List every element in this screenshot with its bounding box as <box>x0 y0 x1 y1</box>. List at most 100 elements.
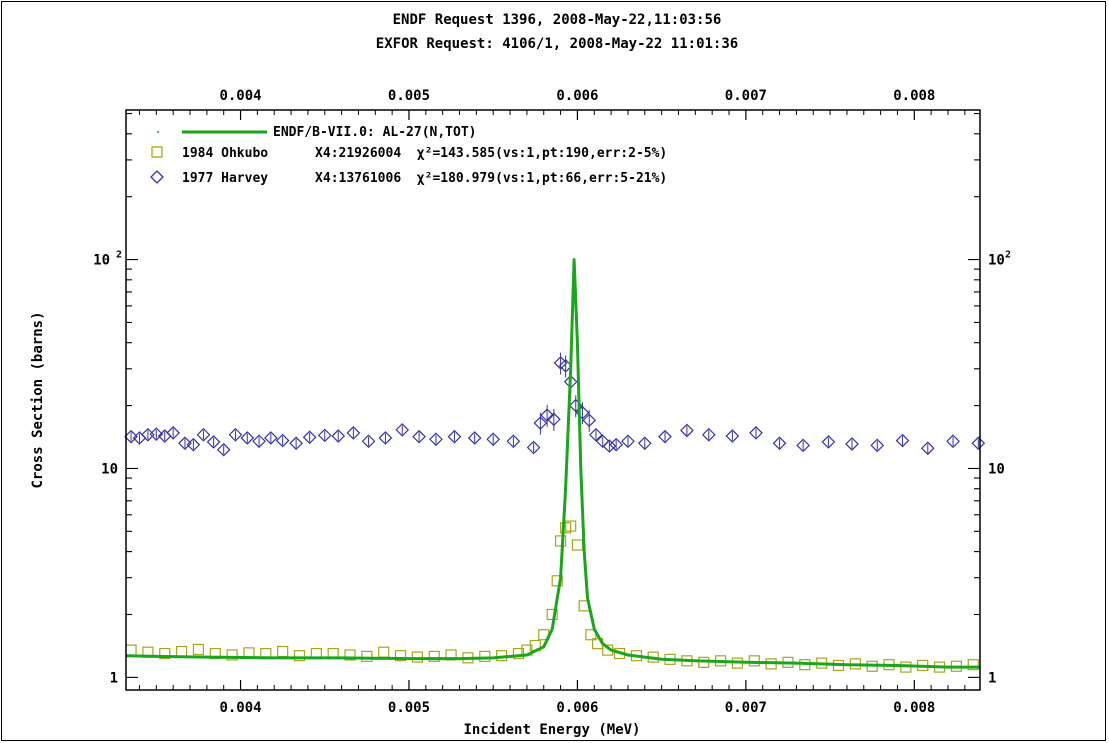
harvey-data-point <box>378 431 393 445</box>
x-tick-label-top: 0.007 <box>725 88 767 104</box>
harvey-data-point <box>658 429 672 444</box>
harvey-data-point <box>412 429 426 444</box>
harvey-data-point <box>447 429 462 444</box>
harvey-data-point <box>602 439 617 453</box>
x-tick-label-top: 0.004 <box>219 88 261 104</box>
x-tick-label: 0.005 <box>388 700 430 716</box>
harvey-data-point <box>546 412 561 427</box>
harvey-data-point <box>395 423 410 437</box>
harvey-data-point <box>540 408 554 422</box>
harvey-data-point <box>772 436 787 451</box>
harvey-data-point <box>486 432 501 447</box>
x-tick-label-top: 0.008 <box>893 88 935 104</box>
y-tick-label-right: 10 <box>988 253 1005 269</box>
ohkubo-data-point <box>571 539 584 551</box>
harvey-data-point <box>971 436 986 451</box>
ohkubo-data-point <box>428 650 440 662</box>
y-tick-label-right: 1 <box>988 670 996 686</box>
harvey-data-point <box>946 434 960 449</box>
harvey-data-point <box>178 436 192 451</box>
harvey-data-point <box>621 434 635 449</box>
harvey-data-point <box>275 433 290 448</box>
harvey-data-point <box>870 438 885 453</box>
ohkubo-data-point <box>344 649 356 661</box>
chart-title-line-1: ENDF Request 1396, 2008-May-22,11:03:56 <box>393 12 722 28</box>
harvey-data-point <box>124 429 138 444</box>
legend-endf-dot <box>157 131 159 133</box>
x-tick-label: 0.006 <box>556 700 598 716</box>
harvey-data-point <box>701 427 716 442</box>
y-tick-label-exponent: 2 <box>116 250 122 261</box>
ohkubo-data-point <box>554 535 567 547</box>
legend-entry-endf: ENDF/B-VII.0: AL-27(N,TOT) <box>273 125 477 140</box>
harvey-data-point <box>331 429 346 443</box>
harvey-data-point <box>920 441 935 456</box>
ohkubo-data-point <box>175 645 188 658</box>
harvey-data-point <box>821 435 836 449</box>
ohkubo-data-point <box>551 575 563 587</box>
harvey-data-point <box>166 426 181 440</box>
ohkubo-data-point <box>748 655 760 667</box>
ohkubo-data-point <box>226 649 238 661</box>
harvey-data-point <box>429 432 443 447</box>
harvey-data-point <box>264 431 278 445</box>
x-tick-label: 0.007 <box>725 700 767 716</box>
harvey-data-point <box>533 416 548 430</box>
y-tick-label: 1 <box>110 670 118 686</box>
harvey-data-point <box>582 413 597 428</box>
harvey-data-point <box>196 427 211 442</box>
ohkubo-data-point <box>479 650 491 662</box>
harvey-data-point <box>506 434 521 449</box>
y-tick-label-exponent-right: 2 <box>1005 250 1011 261</box>
ohkubo-data-point <box>565 520 577 532</box>
harvey-data-point <box>346 426 361 440</box>
y-tick-label: 10 <box>101 461 118 477</box>
harvey-data-point <box>228 427 243 442</box>
ohkubo-data-point <box>125 644 137 656</box>
ohkubo-data-point <box>293 650 306 662</box>
harvey-data-point <box>186 437 201 452</box>
legend-entry-harvey: 1977 Harvey X4:13761006 χ²=180.979(vs:1,… <box>182 171 667 186</box>
ohkubo-data-point <box>361 650 373 662</box>
harvey-data-point <box>289 436 303 451</box>
harvey-data-point <box>302 430 317 445</box>
legend-entry-ohkubo: 1984 Ohkubo X4:21926004 χ²=143.585(vs:1,… <box>182 146 667 161</box>
x-axis-label: Incident Energy (MeV) <box>463 722 640 738</box>
harvey-data-point <box>725 429 740 443</box>
harvey-data-point <box>680 423 694 438</box>
ohkubo-data-point <box>967 659 979 671</box>
x-tick-label: 0.008 <box>893 700 935 716</box>
ohkubo-data-point <box>512 647 525 660</box>
harvey-data-point <box>216 442 231 457</box>
ohkubo-data-point <box>192 643 205 656</box>
harvey-data-point <box>467 431 482 445</box>
y-tick-label-right: 10 <box>988 461 1005 477</box>
harvey-data-point <box>149 427 164 441</box>
x-tick-label: 0.004 <box>219 700 261 716</box>
harvey-data-point <box>252 434 266 449</box>
axis-tick-labels: 0.004 0.004 0.005 0.005 0.006 0.006 0.007 0.007… <box>93 88 1011 716</box>
chart-title-line-2: EXFOR Request: 4106/1, 2008-May-22 11:01… <box>376 36 738 52</box>
harvey-data-point <box>240 431 255 445</box>
ohkubo-data-point <box>394 650 407 662</box>
legend-harvey-diamond-marker <box>150 170 164 184</box>
harvey-data-point <box>526 440 541 455</box>
tick-marks <box>126 110 980 690</box>
ohkubo-data-point <box>159 647 171 660</box>
y-axis-label: Cross Section (barns) <box>30 311 46 488</box>
harvey-data-point <box>609 437 624 452</box>
ohkubo-data-point <box>277 645 289 658</box>
ohkubo-data-point <box>546 608 558 621</box>
x-tick-label-top: 0.005 <box>388 88 430 104</box>
legend: ENDF/B-VII.0: AL-27(N,TOT) 1984 Ohkubo X… <box>150 125 667 186</box>
ohkubo-data-point <box>378 646 390 658</box>
harvey-data-point <box>317 428 332 443</box>
endf-evaluation-curve <box>125 258 980 669</box>
harvey-data-point <box>895 433 910 448</box>
legend-ohkubo-square-marker <box>151 146 163 158</box>
harvey-data-point <box>637 436 652 451</box>
harvey-data-point <box>361 434 376 449</box>
y-tick-label: 10 <box>93 253 110 269</box>
